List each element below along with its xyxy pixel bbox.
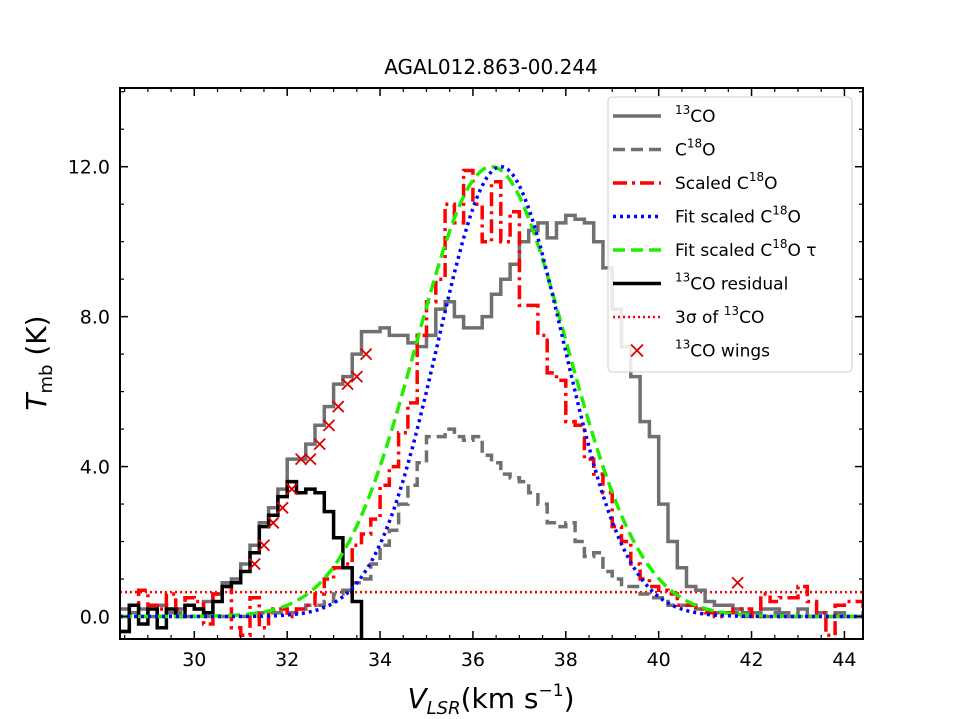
y-tick-label: 4.0 (80, 457, 110, 479)
legend-label-c18o: C18O (675, 137, 716, 161)
ticks-layer: 30 32 34 36 38 40 42 44 0.0 4.0 8.0 12.0 (68, 88, 863, 671)
y-tick-label: 0.0 (80, 607, 110, 629)
legend-label-resid: 13CO residual (675, 271, 788, 295)
legend-label-fittau: Fit scaled C18O τ (675, 237, 817, 261)
wing-marker (304, 452, 317, 466)
x-axis-label-close: ) (564, 682, 575, 715)
wing-marker (276, 501, 289, 514)
legend: 13CO C18O Scaled C18O Fit scaled C18O Fit sc… (607, 96, 853, 373)
x-tick-label: 32 (275, 649, 299, 671)
wing-marker (257, 539, 271, 552)
legend-label-scaled: Scaled C18O (675, 170, 777, 194)
x-tick-label: 36 (461, 649, 485, 671)
plot-frame (119, 87, 864, 640)
x-axis-label: VLSR(km s−1) (407, 681, 574, 719)
legend-label-sigma: 3σ of 13CO (675, 304, 764, 328)
legend-label-fit: Fit scaled C18O (675, 204, 801, 228)
wing-marker (267, 516, 280, 529)
wing-marker (350, 370, 363, 383)
wing-marker (341, 377, 354, 391)
fit-tau-curve (120, 164, 863, 619)
chart-title: AGAL012.863-00.244 (384, 55, 598, 79)
x-axis-label-sub: LSR (427, 698, 461, 719)
series-layer (120, 164, 863, 639)
legend-box (607, 96, 853, 373)
plot-area (120, 164, 863, 639)
legend-label-co13: 13CO (675, 103, 716, 127)
x-axis-label-main: V (407, 682, 428, 715)
x-tick-label: 30 (182, 649, 206, 671)
x-axis-label-units: (km s (461, 682, 539, 715)
wing-marker (294, 452, 308, 466)
scaled-c18o-line (120, 168, 863, 638)
legend-swatch-wings (630, 343, 644, 358)
co13-residual-line (120, 479, 364, 639)
y-axis-label: Tmb (K) (20, 315, 57, 410)
wing-marker (285, 482, 298, 496)
y-axis-label-units: (K) (20, 315, 53, 364)
wing-marker (332, 400, 345, 413)
y-tick-label: 8.0 (80, 307, 110, 329)
y-tick-label: 12.0 (68, 157, 110, 179)
wing-marker (322, 419, 336, 432)
x-tick-label: 38 (554, 649, 578, 671)
wing-marker (731, 576, 744, 589)
wing-marker (313, 437, 326, 451)
legend-label-wings: 13CO wings (675, 338, 770, 362)
x-axis-label-sup: −1 (539, 681, 564, 701)
x-tick-label: 40 (647, 649, 671, 671)
x-tick-label: 42 (739, 649, 763, 671)
y-axis-label-main: T (20, 392, 53, 411)
y-axis-label-sub: mb (36, 365, 57, 394)
wing-marker (359, 347, 373, 361)
x-tick-label: 34 (368, 649, 392, 671)
x-tick-label: 44 (832, 649, 856, 671)
wing-marker (248, 557, 261, 571)
